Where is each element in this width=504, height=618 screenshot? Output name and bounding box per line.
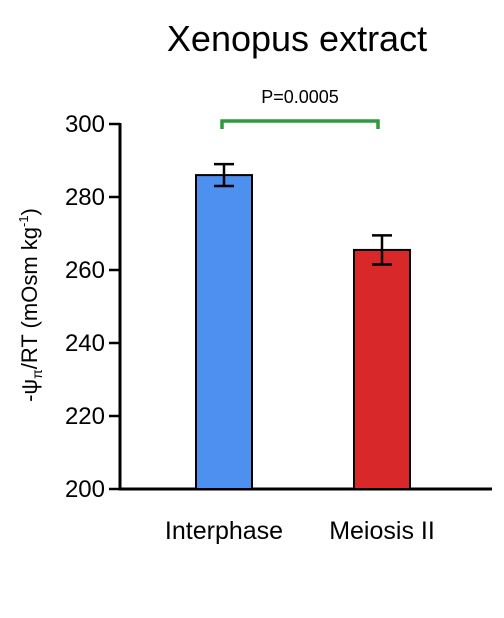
y-axis-label-middle: /RT (mOsm kg bbox=[17, 227, 42, 369]
y-axis-label: -ψπ/RT (mOsm kg-1) bbox=[16, 208, 45, 402]
significance-label: P=0.0005 bbox=[261, 87, 339, 107]
y-axis-label-prefix: -ψ bbox=[17, 379, 42, 402]
y-tick-label: 260 bbox=[65, 257, 105, 284]
y-axis-label-subscript: π bbox=[29, 369, 45, 379]
y-tick-label: 240 bbox=[65, 330, 105, 357]
y-tick-label: 220 bbox=[65, 403, 105, 430]
axes: 200 220 240 260 280 300 bbox=[65, 111, 492, 503]
y-tick-label: 300 bbox=[65, 111, 105, 138]
bar bbox=[354, 250, 410, 489]
significance-bracket-group: P=0.0005 bbox=[222, 87, 378, 129]
chart-title: Xenopus extract bbox=[167, 18, 427, 59]
y-tick-label: 280 bbox=[65, 184, 105, 211]
y-axis-label-superscript: -1 bbox=[16, 215, 31, 227]
category-label: Meiosis II bbox=[329, 517, 435, 545]
category-label: Interphase bbox=[165, 517, 283, 545]
bar bbox=[196, 175, 252, 489]
y-tick-label: 200 bbox=[65, 476, 105, 503]
y-axis-label-suffix: ) bbox=[17, 208, 42, 215]
significance-bracket bbox=[222, 121, 378, 129]
